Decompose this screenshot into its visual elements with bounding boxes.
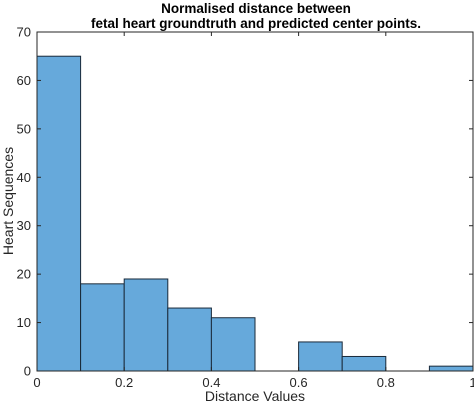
x-tick-label-5: 1 bbox=[469, 375, 474, 390]
x-tick-label-3: 0.6 bbox=[290, 375, 308, 390]
chart-title-line-1: Normalised distance between bbox=[161, 1, 351, 16]
histogram-bar-6 bbox=[298, 341, 343, 372]
x-tick-label-0: 0 bbox=[33, 375, 40, 390]
y-tick-label-6: 60 bbox=[17, 73, 31, 88]
histogram-bar-7 bbox=[341, 355, 387, 372]
chart-title-line-2: fetal heart groundtruth and predicted ce… bbox=[91, 16, 421, 31]
y-tick-label-1: 10 bbox=[17, 315, 31, 330]
y-tick-label-2: 20 bbox=[17, 267, 31, 282]
histogram-bar-9 bbox=[428, 365, 474, 372]
x-tick-label-4: 0.8 bbox=[377, 375, 395, 390]
y-tick-label-5: 50 bbox=[17, 121, 31, 136]
y-tick-label-4: 40 bbox=[17, 170, 31, 185]
x-tick-label-2: 0.4 bbox=[202, 375, 220, 390]
y-axis-label: Heart Sequences bbox=[0, 147, 16, 255]
axes-box bbox=[36, 31, 474, 372]
histogram-bar-4 bbox=[210, 317, 256, 372]
histogram-bar-0 bbox=[36, 55, 82, 372]
histogram-bar-1 bbox=[80, 283, 125, 372]
x-tick-label-1: 0.2 bbox=[115, 375, 133, 390]
histogram-bar-2 bbox=[123, 278, 169, 372]
histogram-bar-3 bbox=[167, 307, 212, 372]
histogram-bars bbox=[36, 55, 474, 372]
y-tick-label-0: 0 bbox=[24, 364, 31, 379]
y-tick-label-7: 70 bbox=[17, 25, 31, 40]
y-tick-label-3: 30 bbox=[17, 218, 31, 233]
x-axis-label: Distance Values bbox=[205, 388, 305, 403]
